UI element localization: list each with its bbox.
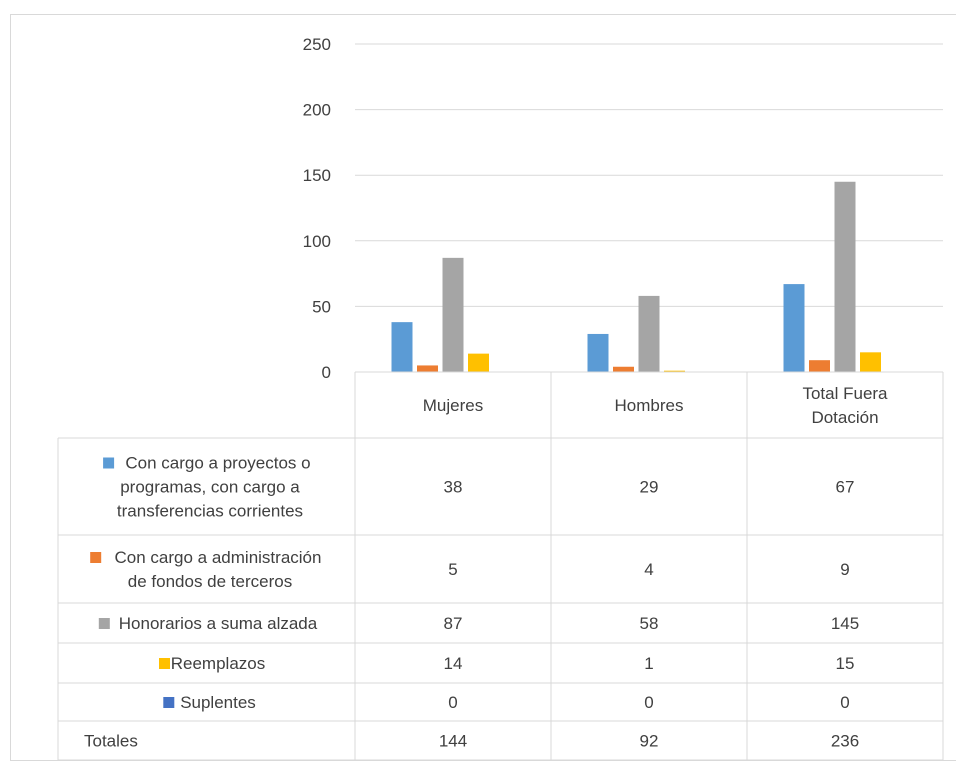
totals-value: 144 <box>439 732 467 751</box>
data-table-value: 58 <box>640 614 659 633</box>
y-tick-label: 50 <box>312 297 331 316</box>
data-table-value: 5 <box>448 560 457 579</box>
legend-key-1 <box>103 458 114 469</box>
bar-1-2 <box>588 334 609 372</box>
totals-value: 236 <box>831 732 859 751</box>
legend-entry-label: Con cargo a proyectos o <box>125 454 310 473</box>
bar-2-1 <box>417 365 438 372</box>
legend-entry-label: Suplentes <box>180 693 256 712</box>
data-table-value: 9 <box>840 560 849 579</box>
y-tick-label: 250 <box>303 35 331 54</box>
data-table-value: 67 <box>836 478 855 497</box>
legend-entry-label: de fondos de terceros <box>128 572 292 591</box>
data-table-value: 0 <box>840 693 849 712</box>
data-table-value: 29 <box>640 478 659 497</box>
data-table-value: 0 <box>448 693 457 712</box>
legend-entry-label: transferencias corrientes <box>117 502 303 521</box>
y-tick-label: 200 <box>303 101 331 120</box>
bar-1-1 <box>392 322 413 372</box>
x-tick-label: Dotación <box>811 408 878 427</box>
totals-value: 92 <box>640 732 659 751</box>
legend-entry-label: Honorarios a suma alzada <box>119 614 318 633</box>
data-table-value: 87 <box>444 614 463 633</box>
data-table-value: 4 <box>644 560 653 579</box>
bar-1-3 <box>784 284 805 372</box>
y-tick-label: 0 <box>322 363 331 382</box>
data-table-value: 14 <box>444 654 463 673</box>
legend-entry-label: programas, con cargo a <box>120 478 300 497</box>
legend-key-5 <box>163 697 174 708</box>
bar-2-2 <box>613 367 634 372</box>
totals-label: Totales <box>84 732 138 751</box>
data-table-value: 15 <box>836 654 855 673</box>
bar-3-2 <box>639 296 660 372</box>
legend-entry-label: Reemplazos <box>171 654 266 673</box>
legend-key-3 <box>99 618 110 629</box>
bar-2-3 <box>809 360 830 372</box>
legend-key-2 <box>90 552 101 563</box>
data-table-value: 1 <box>644 654 653 673</box>
y-tick-label: 150 <box>303 166 331 185</box>
data-table-value: 145 <box>831 614 859 633</box>
data-table-value: 38 <box>444 478 463 497</box>
legend-key-4 <box>159 658 170 669</box>
x-tick-label: Total Fuera <box>802 384 888 403</box>
bar-4-1 <box>468 354 489 372</box>
y-tick-label: 100 <box>303 232 331 251</box>
bar-3-3 <box>835 182 856 372</box>
bar-3-1 <box>443 258 464 372</box>
bar-4-3 <box>860 352 881 372</box>
x-tick-label: Mujeres <box>423 396 483 415</box>
x-tick-label: Hombres <box>615 396 684 415</box>
data-table-value: 0 <box>644 693 653 712</box>
legend-entry-label: Con cargo a administración <box>115 548 322 567</box>
